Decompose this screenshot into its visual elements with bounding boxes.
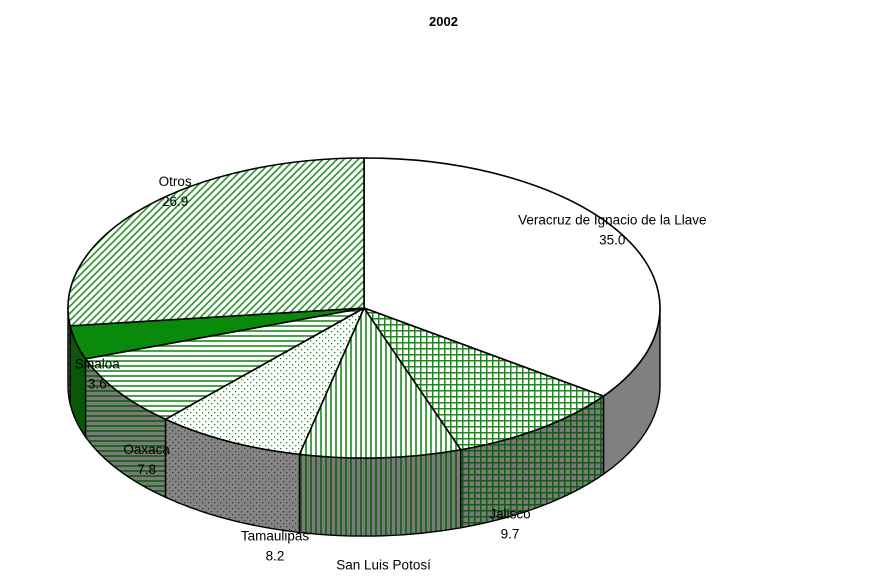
slice-value-tamaulipas: 8.2 bbox=[266, 549, 285, 564]
pie-slice-san-luis-potosi bbox=[298, 307, 462, 459]
slice-label-otros: Otros bbox=[159, 174, 192, 189]
slice-label-sinaloa: Sinaloa bbox=[75, 356, 121, 371]
slice-label-jalisco: Jalisco bbox=[489, 507, 530, 522]
slice-value-veracruz-de-ignacio-de-la-llave: 35.0 bbox=[599, 232, 625, 247]
pie-slice-oaxaca bbox=[84, 307, 365, 421]
pie-slice-jalisco bbox=[363, 307, 605, 451]
slice-value-sinaloa: 3.6 bbox=[88, 376, 107, 391]
slice-label-tamaulipas: Tamaulipas bbox=[241, 529, 310, 544]
slice-value-jalisco: 9.7 bbox=[501, 527, 520, 542]
pie-side-san-luis-potosi bbox=[298, 448, 462, 537]
chart-title: 2002 bbox=[429, 14, 458, 29]
pie-slice-tamaulipas bbox=[164, 307, 365, 456]
pie-slice-otros bbox=[67, 157, 365, 327]
slice-label-oaxaca: Oaxaca bbox=[123, 442, 170, 457]
slice-label-veracruz-de-ignacio-de-la-llave: Veracruz de Ignacio de la Llave bbox=[518, 212, 706, 227]
slice-label-san-luis-potosi: San Luis Potosí bbox=[336, 558, 431, 573]
pie-slice-veracruz-de-ignacio-de-la-llave bbox=[363, 157, 661, 397]
slice-value-oaxaca: 7.8 bbox=[137, 462, 156, 477]
slice-value-otros: 26.9 bbox=[162, 194, 188, 209]
